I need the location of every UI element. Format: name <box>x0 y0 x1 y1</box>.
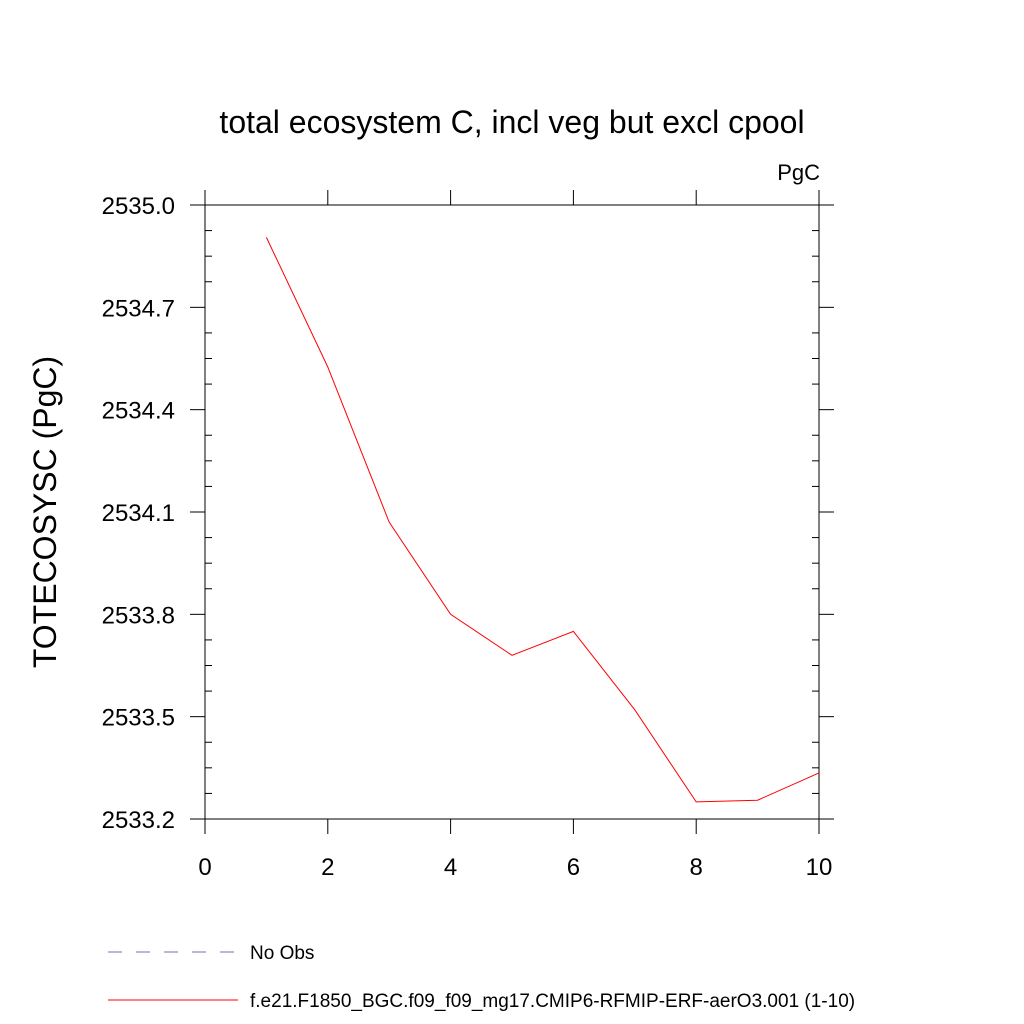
legend: No Obs f.e21.F1850_BGC.f09_f09_mg17.CMIP6… <box>108 943 855 1012</box>
x-tick-label: 8 <box>690 854 703 881</box>
y-tick-label: 2533.5 <box>102 705 175 732</box>
plot-frame <box>204 204 820 820</box>
y-tick-label: 2534.7 <box>102 295 175 322</box>
x-tick-label: 4 <box>444 854 457 881</box>
y-tick-label: 2533.2 <box>102 807 175 834</box>
x-tick-label: 2 <box>321 854 334 881</box>
legend-label: No Obs <box>250 943 314 964</box>
series-line <box>265 237 820 803</box>
units-label: PgC <box>777 160 820 185</box>
y-tick-label: 2534.1 <box>102 500 175 527</box>
y-tick-label: 2533.8 <box>102 602 175 629</box>
y-tick-label: 2534.4 <box>102 398 175 425</box>
x-tick-label: 10 <box>806 854 833 881</box>
axis-tick-labels: 0 2 4 6 8 10 2533.2 2533.5 2533.8 2534.1 2534.4 253… <box>102 193 833 881</box>
legend-label: f.e21.F1850_BGC.f09_f09_mg17.CMIP6-RFMIP… <box>250 991 855 1012</box>
y-tick-label: 2535.0 <box>102 193 175 220</box>
chart-title: total ecosystem C, incl veg but excl cpo… <box>219 104 804 140</box>
axis-ticks <box>190 190 834 834</box>
x-tick-label: 6 <box>567 854 580 881</box>
x-tick-label: 0 <box>198 854 211 881</box>
series-lines <box>265 237 820 803</box>
y-axis-label: TOTECOSYSC (PgC) <box>27 356 63 668</box>
